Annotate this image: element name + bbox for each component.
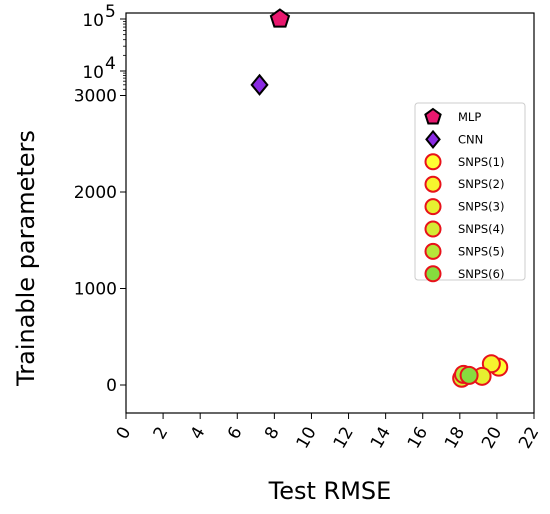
y-tick-label: 2000 bbox=[74, 183, 117, 203]
x-tick-label: 20 bbox=[478, 424, 506, 453]
legend-marker bbox=[424, 198, 442, 216]
legend-marker bbox=[424, 107, 442, 125]
legend-frame bbox=[414, 102, 526, 281]
legend-entries: MLP CNN SNPS(1) SNPS(2) SNPS(3) SNPS(4) SNPS(5… bbox=[424, 107, 504, 283]
legend-label: SNPS(2) bbox=[458, 177, 504, 191]
legend-marker bbox=[424, 265, 442, 283]
x-tick-label: 0 bbox=[113, 424, 136, 443]
data-markers bbox=[250, 8, 509, 388]
marker-snps-6 bbox=[459, 365, 479, 385]
y-tick-exponent: 5 bbox=[105, 2, 116, 22]
legend-marker bbox=[425, 129, 441, 149]
plot-frame bbox=[125, 12, 535, 414]
marker-cnn bbox=[250, 73, 269, 96]
x-tick-label: 12 bbox=[330, 424, 358, 453]
y-tick-label: 0 bbox=[106, 376, 117, 396]
x-tick-label: 2 bbox=[150, 424, 173, 443]
x-axis-ticks: 0 2 4 6 8 10 12 14 16 18 20 22 bbox=[113, 413, 543, 453]
marker-snps-2 bbox=[481, 354, 501, 374]
y-tick-label: 10 bbox=[82, 11, 104, 31]
x-tick-label: 14 bbox=[367, 424, 395, 453]
legend-marker bbox=[424, 242, 442, 260]
legend-label: CNN bbox=[458, 132, 483, 146]
x-axis-title: Test RMSE bbox=[268, 477, 392, 505]
x-tick-label: 4 bbox=[187, 424, 210, 443]
legend-marker bbox=[424, 153, 442, 171]
y-tick-label: 10 bbox=[82, 63, 104, 83]
marker-mlp bbox=[269, 8, 291, 28]
x-tick-label: 6 bbox=[224, 424, 247, 443]
legend-label: SNPS(6) bbox=[458, 267, 504, 281]
y-tick-label: 3000 bbox=[74, 87, 117, 107]
x-tick-label: 10 bbox=[293, 424, 321, 453]
legend: MLP CNN SNPS(1) SNPS(2) SNPS(3) SNPS(4) SNPS(5… bbox=[414, 102, 526, 283]
x-tick-label: 22 bbox=[515, 424, 543, 453]
legend-label: SNPS(4) bbox=[458, 222, 504, 236]
legend-label: SNPS(3) bbox=[458, 200, 504, 214]
x-tick-label: 8 bbox=[261, 424, 284, 443]
legend-label: MLP bbox=[458, 110, 481, 124]
x-tick-label: 16 bbox=[404, 424, 432, 453]
legend-marker bbox=[424, 175, 442, 193]
legend-marker bbox=[424, 220, 442, 238]
x-tick-label: 18 bbox=[441, 424, 469, 453]
y-axis-title: Trainable parameters bbox=[12, 130, 40, 387]
legend-label: SNPS(1) bbox=[458, 155, 504, 169]
y-tick-exponent: 4 bbox=[105, 54, 116, 74]
y-tick-label: 1000 bbox=[74, 280, 117, 300]
legend-label: SNPS(5) bbox=[458, 244, 504, 258]
plot-area bbox=[125, 12, 535, 414]
